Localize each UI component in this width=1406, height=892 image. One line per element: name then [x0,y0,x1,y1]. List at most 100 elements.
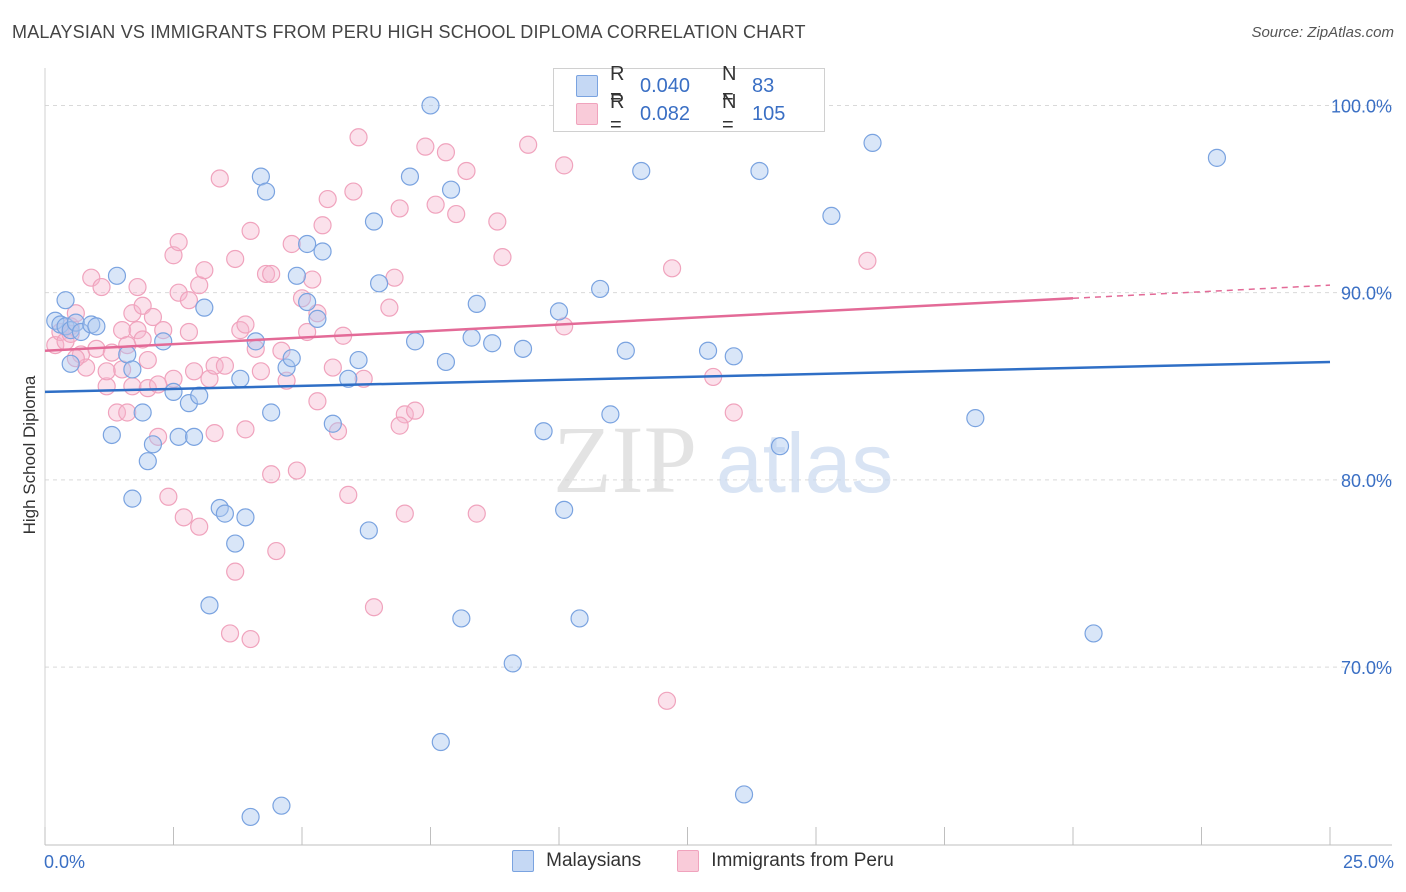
axes [44,68,1392,846]
point-peru [724,403,743,422]
legend-n-value: 105 [752,102,786,125]
trend-line-peru-extension [1072,284,1331,300]
point-peru [174,508,193,527]
point-malaysians [133,403,152,422]
point-peru [657,691,677,710]
point-peru [436,143,456,162]
point-peru [457,161,476,181]
point-peru [123,304,142,323]
point-malaysians [256,182,276,201]
point-peru [133,330,152,349]
point-malaysians [632,161,651,181]
point-malaysians [359,521,378,540]
trend-lines [44,284,1331,394]
point-peru [858,251,877,270]
point-peru [287,461,306,480]
point-peru [313,216,332,235]
point-peru [159,487,178,506]
point-peru [272,341,291,360]
point-peru [262,465,281,484]
point-malaysians [138,452,157,471]
point-malaysians [215,504,234,523]
point-peru [277,371,296,390]
legend-item-peru: Immigrants from Peru [677,850,894,872]
point-peru [92,277,111,297]
point-peru [318,189,337,209]
point-malaysians [441,180,461,199]
point-peru [416,137,435,156]
series-legend: Malaysians Immigrants from Peru [0,850,1406,872]
point-peru [169,283,188,302]
grid-lines [45,104,1392,668]
point-malaysians [1207,148,1227,167]
point-malaysians [323,414,342,433]
point-malaysians [364,212,384,231]
point-peru [323,358,342,377]
point-malaysians [241,807,260,827]
watermark-zip: ZIP [553,406,697,513]
point-peru [256,264,276,284]
point-peru [220,624,240,643]
y-axis-label: High School Diploma [20,375,39,535]
point-peru [390,416,409,435]
point-peru [184,362,204,381]
point-peru [426,195,445,214]
legend-swatch-malaysians [576,75,598,97]
point-malaysians [863,133,882,152]
point-malaysians [503,654,522,673]
point-malaysians [822,206,841,226]
point-peru [205,356,224,375]
point-malaysians [226,534,245,553]
legend-n-label: N = [722,91,737,136]
point-malaysians [277,358,296,377]
point-peru [493,248,512,267]
y-tick-label: 100.0% [1331,96,1392,116]
point-malaysians [452,609,471,628]
legend-r-label: R = [610,63,625,108]
point-malaysians [123,360,142,379]
point-malaysians [231,369,250,388]
point-malaysians [591,279,610,299]
point-peru [128,321,147,340]
point-peru [405,401,425,420]
point-peru [133,296,152,315]
point-peru [97,362,116,381]
point-malaysians [349,350,368,370]
legend-r-label: R = [610,91,625,136]
point-peru [236,315,255,334]
point-malaysians [534,422,553,441]
point-peru [364,598,384,617]
point-malaysians [467,294,486,314]
point-malaysians [513,339,533,358]
point-peru [267,541,286,561]
point-malaysians [56,291,75,310]
point-peru [349,128,368,147]
point-malaysians [287,266,306,285]
point-peru [138,350,157,370]
point-peru [555,156,574,175]
point-peru [169,233,188,252]
point-malaysians [405,332,425,351]
point-peru [118,403,137,422]
point-malaysians [184,427,204,446]
chart-title: MALAYSIAN VS IMMIGRANTS FROM PERU HIGH S… [12,22,806,42]
point-peru [395,405,414,424]
legend-item-malaysians: Malaysians [512,850,641,872]
legend-r-value: 0.082 [640,102,691,125]
point-malaysians [236,508,255,527]
point-malaysians [164,382,183,402]
point-malaysians [570,609,589,628]
point-peru [308,392,327,411]
point-peru [251,362,270,381]
point-peru [354,369,373,388]
point-malaysians [282,349,301,368]
point-peru [179,291,199,310]
point-malaysians [154,332,173,351]
point-malaysians [555,500,574,519]
point-malaysians [770,437,790,456]
point-malaysians [616,341,635,360]
point-peru [447,204,466,224]
point-peru [467,504,486,523]
legend-row-malaysians: R = 0.040 N = 83 [576,63,774,108]
point-peru [488,212,507,231]
